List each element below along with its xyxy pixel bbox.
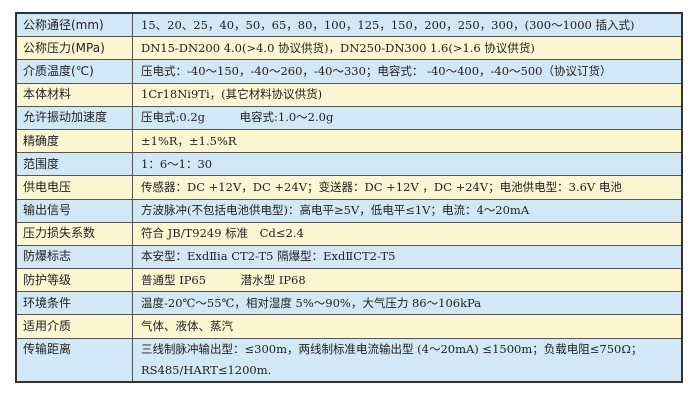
spec-value: 符合 JB/T9249 标准 Cd≤2.4 <box>132 221 683 246</box>
table-row: 介质温度(℃) 压电式：-40～150，-40～260，-40～330；电容式： … <box>15 59 683 84</box>
table-row: 适用介质 气体、液体、蒸汽 <box>15 314 683 339</box>
spec-label: 输出信号 <box>15 198 133 223</box>
table-row: 压力损失系数 符合 JB/T9249 标准 Cd≤2.4 <box>15 221 683 246</box>
spec-value: 本安型：ExdⅡia CT2-T5 隔爆型：ExdⅡCT2-T5 <box>132 244 683 270</box>
spec-label: 传输距离 <box>15 337 133 383</box>
spec-label: 介质温度(℃) <box>15 59 133 84</box>
table-row: 范围度 1：6～1：30 <box>15 152 683 177</box>
table-row: 精确度 ±1%R，±1.5%R <box>15 128 683 154</box>
table-row: 传输距离 三线制脉冲输出型：≤300m，两线制标准电流输出型 (4～20mA) ≤… <box>15 337 683 383</box>
spec-label: 范围度 <box>15 152 133 177</box>
spec-table: 公称通径(mm) 15、20、25，40，50，65，80，100，125，150… <box>15 12 683 383</box>
spec-label: 环境条件 <box>15 291 133 316</box>
table-row: 允许振动加速度 压电式:0.2g 电容式:1.0～2.0g <box>15 105 683 130</box>
spec-label: 公称压力(MPa) <box>15 36 133 61</box>
spec-label: 公称通径(mm) <box>15 12 133 38</box>
table-row: 本体材料 1Cr18Ni9Ti，(其它材料协议供货) <box>15 82 683 107</box>
table-row: 防护等级 普通型 IP65 潜水型 IP68 <box>15 268 683 293</box>
spec-value: 压电式:0.2g 电容式:1.0～2.0g <box>132 105 683 130</box>
table-row: 公称压力(MPa) DN15-DN200 4.0(>4.0 协议供货)，DN250… <box>15 36 683 61</box>
spec-label: 允许振动加速度 <box>15 105 133 130</box>
spec-value: 三线制脉冲输出型：≤300m，两线制标准电流输出型 (4～20mA) ≤1500… <box>132 337 683 383</box>
spec-value: 方波脉冲(不包括电池供电型)：高电平≥5V，低电平≤1V；电流：4～20mA <box>132 198 683 223</box>
spec-value: 温度-20℃～55℃，相对湿度 5%～90%，大气压力 86～106kPa <box>132 291 683 316</box>
table-row: 防爆标志 本安型：ExdⅡia CT2-T5 隔爆型：ExdⅡCT2-T5 <box>15 244 683 270</box>
spec-value: 1Cr18Ni9Ti，(其它材料协议供货) <box>132 82 683 107</box>
table-row: 环境条件 温度-20℃～55℃，相对湿度 5%～90%，大气压力 86～106kP… <box>15 291 683 316</box>
spec-label: 供电电压 <box>15 175 133 200</box>
spec-value: 普通型 IP65 潜水型 IP68 <box>132 268 683 293</box>
spec-value: DN15-DN200 4.0(>4.0 协议供货)，DN250-DN300 1.… <box>132 36 683 61</box>
spec-value: ±1%R，±1.5%R <box>132 128 683 154</box>
spec-label: 压力损失系数 <box>15 221 133 246</box>
spec-value: 15、20、25，40，50，65，80，100，125，150，200，250… <box>132 12 683 38</box>
spec-label: 本体材料 <box>15 82 133 107</box>
spec-value: 传感器：DC +12V，DC +24V；变送器：DC +12V ，DC +24V… <box>132 175 683 200</box>
spec-value: 1：6～1：30 <box>132 152 683 177</box>
table-row: 供电电压 传感器：DC +12V，DC +24V；变送器：DC +12V ，DC … <box>15 175 683 200</box>
spec-label: 防护等级 <box>15 268 133 293</box>
table-row: 输出信号 方波脉冲(不包括电池供电型)：高电平≥5V，低电平≤1V；电流：4～20… <box>15 198 683 223</box>
spec-value: 压电式：-40～150，-40～260，-40～330；电容式： -40～400… <box>132 59 683 84</box>
table-row: 公称通径(mm) 15、20、25，40，50，65，80，100，125，150… <box>15 12 683 38</box>
spec-label: 适用介质 <box>15 314 133 339</box>
spec-label: 精确度 <box>15 128 133 154</box>
spec-label: 防爆标志 <box>15 244 133 270</box>
spec-value: 气体、液体、蒸汽 <box>132 314 683 339</box>
